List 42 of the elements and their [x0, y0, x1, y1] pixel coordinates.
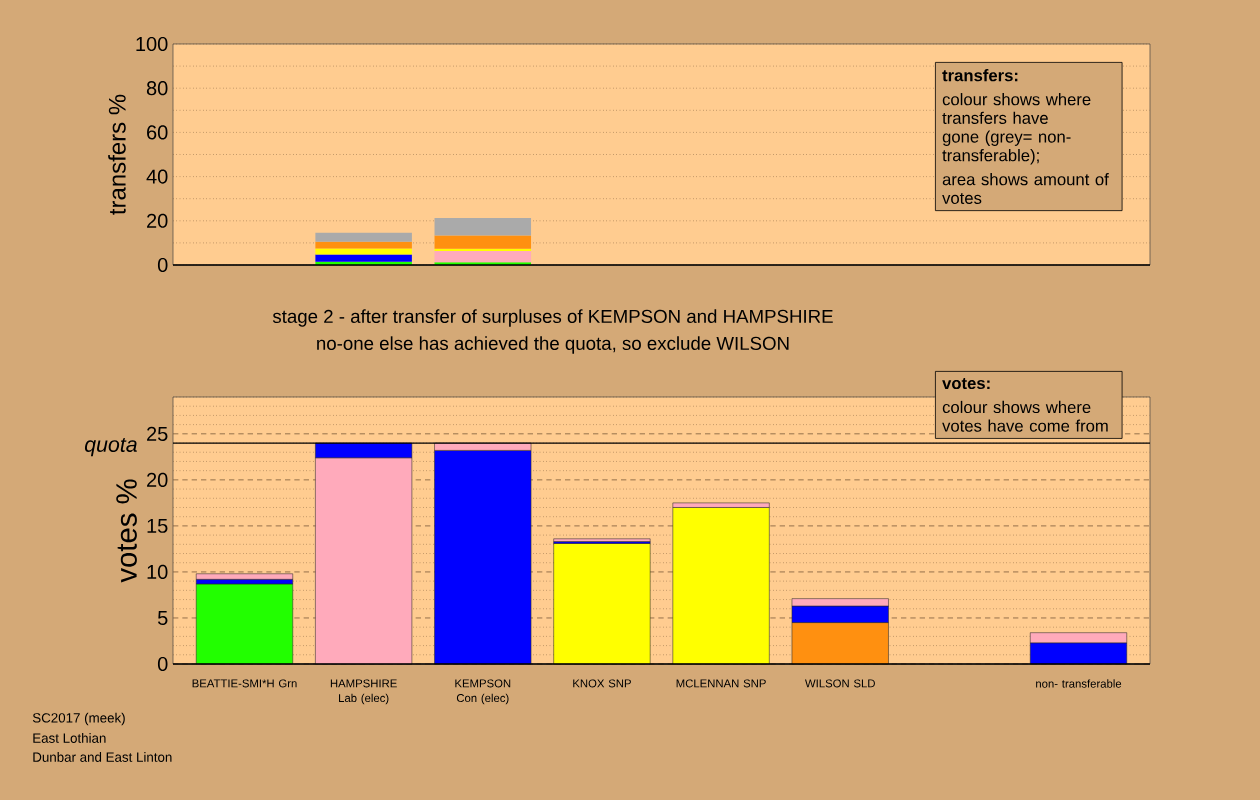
y-tick-label: 25 [147, 426, 168, 441]
x-tick-label: non- transferable [1036, 679, 1122, 688]
x-tick-label: KEMPSON Con (elec) [455, 679, 511, 705]
bar [434, 217, 532, 236]
x-tick-label: WILSON SLD [805, 679, 875, 688]
bar [553, 543, 651, 665]
y-tick-label: 0 [157, 656, 168, 672]
y-tick-label: 80 [146, 81, 168, 96]
annotation: area shows amount of votes [942, 173, 1109, 204]
bar [434, 248, 532, 252]
y-tick-label: 40 [146, 169, 168, 184]
y-axis-title: votes % [116, 479, 137, 583]
bar [315, 254, 412, 262]
bar [315, 248, 412, 255]
x-tick-label: BEATTIE-SMI*H Grn [192, 679, 297, 688]
bar [434, 251, 532, 263]
annotation: transfers: [942, 69, 1018, 82]
x-tick-label: MCLENNAN SNP [676, 679, 766, 688]
annotation: colour shows where transfers have gone (grey= non-transferable); [942, 93, 1091, 165]
bar [434, 235, 532, 249]
y-tick-label: 10 [147, 564, 168, 580]
text: SC2017 (meek) [32, 712, 125, 726]
annotation: colour shows where votes have come from [942, 400, 1108, 432]
y-tick-label: 20 [147, 213, 168, 228]
bar [315, 241, 412, 249]
chart-title: stage 2 - after transfer of surpluses of KEMPSON and HAMPSHIRE [272, 309, 833, 327]
y-tick-label: 15 [147, 518, 168, 533]
y-tick-label: 20 [147, 472, 168, 487]
chart-subtitle: no-one else has achieved the quota, so exclude WILSON [317, 336, 789, 354]
x-tick-label: KNOX SNP [573, 679, 631, 688]
text: East Lothian [33, 733, 106, 743]
x-tick-label: HAMPSHIRE Lab (elec) [330, 679, 397, 705]
text: Dunbar and East Linton [33, 752, 172, 762]
y-tick-label: 100 [136, 36, 168, 52]
bar [195, 583, 294, 665]
bar [315, 232, 412, 242]
y-tick-label: 60 [147, 125, 168, 140]
y-axis-title: transfers % [108, 94, 126, 215]
text: votes: [942, 378, 990, 390]
y-tick-label: 5 [157, 610, 168, 625]
y-tick-label: 0 [157, 257, 168, 273]
ref-line-label: quota [84, 437, 137, 457]
